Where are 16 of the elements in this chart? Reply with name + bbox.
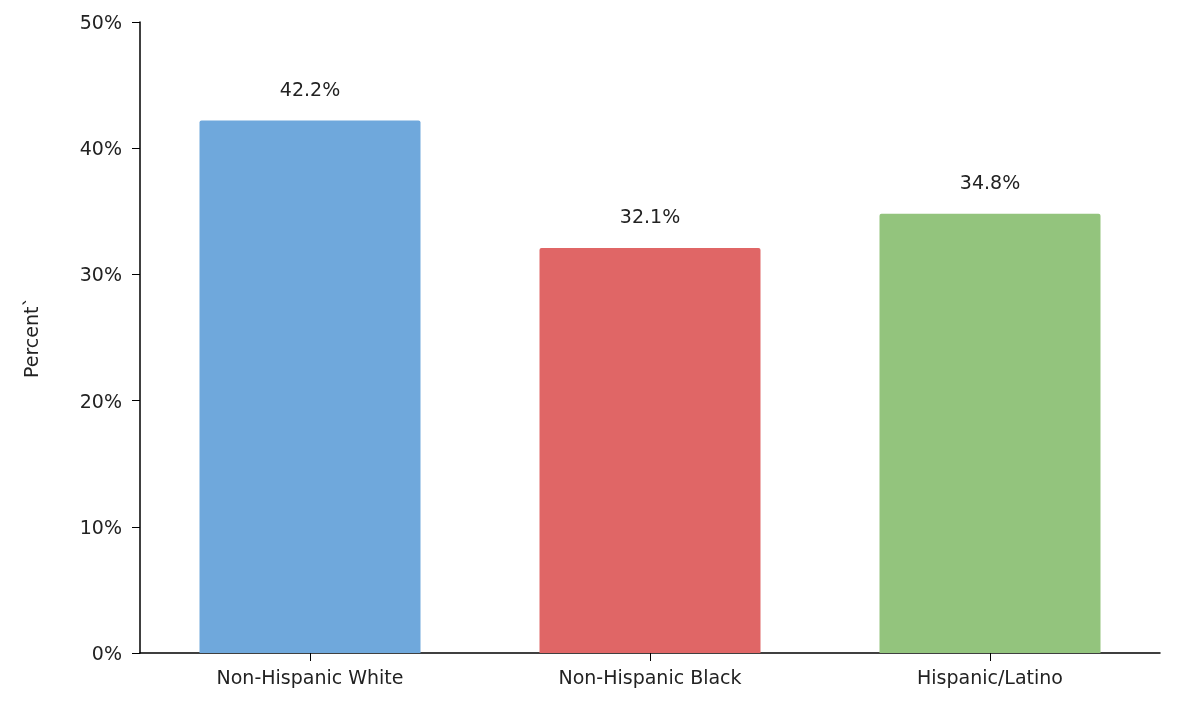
bar — [199, 120, 421, 653]
y-tick-label: 20% — [79, 389, 122, 412]
y-tick-label: 50% — [79, 11, 122, 33]
y-axis-title: Percent` — [19, 297, 42, 378]
x-tick-label: Hispanic/Latino — [917, 665, 1063, 688]
y-tick-label: 40% — [79, 137, 122, 160]
y-tick-label: 0% — [91, 642, 122, 664]
x-tick-label: Non-Hispanic Black — [558, 665, 742, 688]
x-tick-label: Non-Hispanic White — [216, 665, 404, 688]
bar — [539, 247, 761, 653]
data-label: 42.2% — [279, 77, 341, 100]
bar — [879, 213, 1101, 653]
data-label: 34.8% — [959, 171, 1021, 194]
y-tick-label: 10% — [79, 515, 122, 538]
y-tick-label: 30% — [79, 263, 122, 286]
data-label: 32.1% — [619, 205, 681, 228]
